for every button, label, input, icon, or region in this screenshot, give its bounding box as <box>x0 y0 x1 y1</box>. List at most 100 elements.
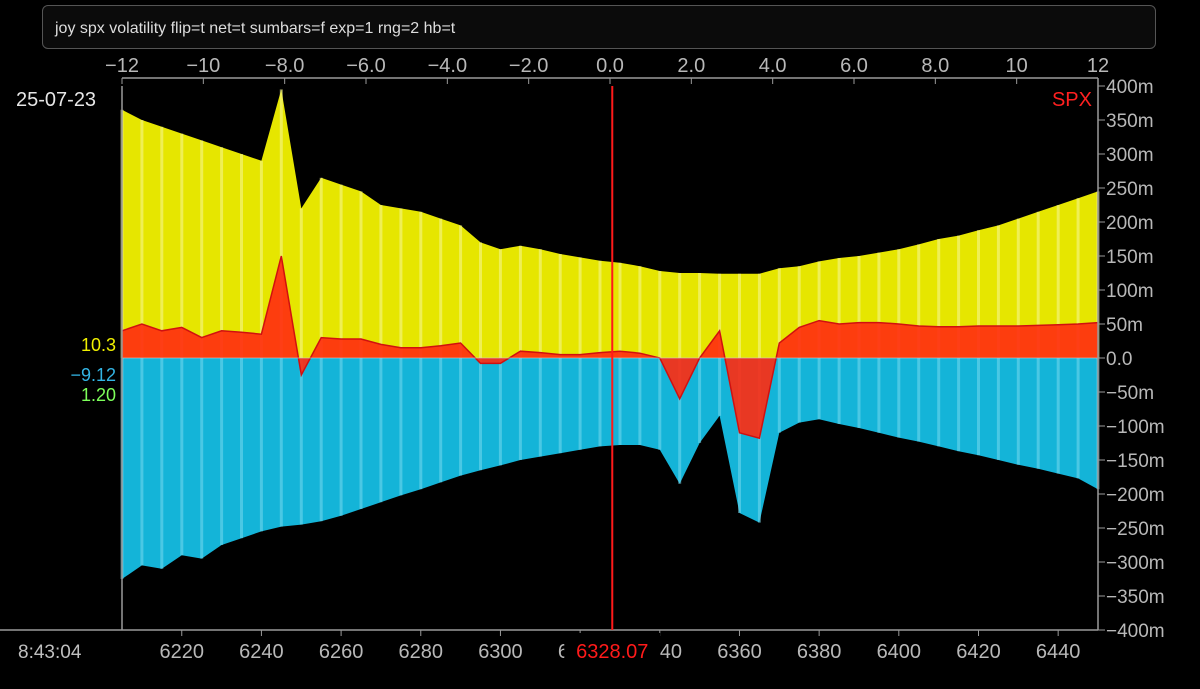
put-area <box>122 358 1098 579</box>
y-tick-label: 200m <box>1106 213 1154 234</box>
strike-tick-label: 6280 <box>399 641 444 663</box>
y-tick-label: 350m <box>1106 111 1154 132</box>
call-area <box>122 89 1098 359</box>
call-total-label: 10.3 <box>81 335 116 355</box>
put-bar <box>837 358 841 424</box>
plot-area <box>120 89 1100 579</box>
call-bar <box>897 249 901 358</box>
y-tick-label: −100m <box>1106 417 1165 438</box>
put-bar <box>299 358 303 525</box>
call-bar <box>518 245 522 358</box>
net-area <box>122 256 1098 439</box>
spot-label-bg <box>564 633 661 663</box>
top-tick-label: −6.0 <box>346 55 385 77</box>
put-bar <box>379 358 383 503</box>
put-bar <box>678 358 682 484</box>
call-bar <box>558 254 562 358</box>
y-tick-label: 100m <box>1106 281 1154 302</box>
call-bar <box>220 147 224 358</box>
strike-tick-label: 6400 <box>877 641 922 663</box>
top-tick-label: −12 <box>105 55 139 77</box>
put-bar <box>220 358 224 545</box>
put-bar <box>877 358 881 433</box>
call-bar <box>678 273 682 358</box>
call-bar <box>419 211 423 358</box>
call-bar <box>996 225 1000 358</box>
call-bar <box>1016 218 1020 358</box>
put-bar <box>718 358 722 416</box>
put-total-label: −9.12 <box>70 365 116 385</box>
put-bar <box>259 358 263 532</box>
put-bar <box>319 358 323 522</box>
put-bar <box>996 358 1000 460</box>
top-tick-label: −8.0 <box>265 55 304 77</box>
spot-label: 6328.07 <box>576 641 648 663</box>
put-bar <box>1076 358 1080 479</box>
put-bar <box>140 358 144 566</box>
call-bar <box>837 258 841 358</box>
put-bar <box>339 358 343 516</box>
call-bar <box>957 235 961 358</box>
put-bar <box>857 358 861 428</box>
call-bar <box>738 273 741 358</box>
call-bar <box>359 191 363 358</box>
call-bar <box>339 184 343 358</box>
put-bar <box>797 358 801 423</box>
put-bar <box>598 358 602 447</box>
top-tick-label: −4.0 <box>428 55 467 77</box>
put-bar <box>937 358 941 447</box>
y-tick-label: 50m <box>1106 315 1143 336</box>
top-tick-label: 4.0 <box>759 55 787 77</box>
put-bar <box>558 358 562 454</box>
put-bar <box>1036 358 1040 469</box>
call-bar <box>857 256 861 358</box>
put-bar <box>618 358 622 445</box>
strike-tick-label: 6260 <box>319 641 364 663</box>
y-tick-label: −250m <box>1106 519 1165 540</box>
strike-tick-label: 6220 <box>160 641 205 663</box>
put-bar <box>638 358 642 445</box>
call-bar <box>399 208 403 358</box>
call-bar <box>618 262 622 358</box>
strike-tick-label: 6240 <box>239 641 284 663</box>
put-bar <box>419 358 423 490</box>
date-label: 25-07-23 <box>16 89 96 111</box>
command-input[interactable]: joy spx volatility flip=t net=t sumbars=… <box>42 5 1156 49</box>
put-bar <box>658 358 662 450</box>
call-bar <box>538 249 542 358</box>
call-bar <box>439 218 443 358</box>
y-tick-label: 150m <box>1106 247 1154 268</box>
put-bar <box>977 358 980 456</box>
put-bar <box>479 358 482 471</box>
put-bar <box>757 358 761 523</box>
call-bar <box>718 273 722 358</box>
y-tick-label: 0.0 <box>1106 349 1132 370</box>
put-bar <box>180 358 184 556</box>
call-bar <box>977 230 980 358</box>
call-bar <box>200 140 204 358</box>
y-tick-label: −50m <box>1106 383 1154 404</box>
call-bar <box>757 273 761 358</box>
strike-tick-label: 6300 <box>478 641 523 663</box>
call-bar <box>658 271 662 358</box>
put-bar <box>897 358 901 438</box>
y-tick-label: −200m <box>1106 485 1165 506</box>
call-bar <box>638 266 642 358</box>
y-tick-label: −300m <box>1106 553 1165 574</box>
y-tick-label: −350m <box>1106 587 1165 608</box>
ratio-label: 1.20 <box>81 385 116 405</box>
call-bar <box>797 266 801 358</box>
call-bar <box>578 257 582 358</box>
call-bar <box>319 177 323 358</box>
top-tick-label: −10 <box>186 55 220 77</box>
call-bar <box>299 208 303 358</box>
top-tick-label: −2.0 <box>509 55 548 77</box>
put-bar <box>518 358 522 460</box>
put-bar <box>957 358 961 452</box>
put-bar <box>498 358 502 466</box>
call-bar <box>180 133 184 358</box>
strike-tick-label: 6440 <box>1036 641 1081 663</box>
call-bar <box>937 239 941 358</box>
top-tick-label: 12 <box>1087 55 1109 77</box>
call-bar <box>459 225 463 358</box>
